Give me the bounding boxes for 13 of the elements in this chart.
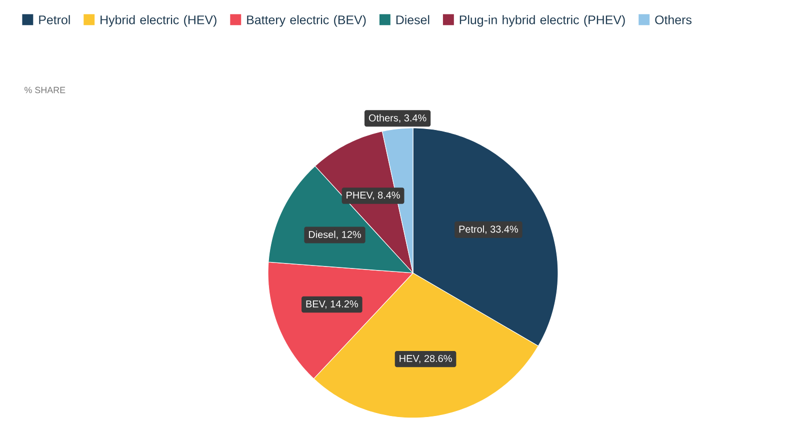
legend-label: Hybrid electric (HEV) <box>100 15 216 27</box>
legend-label: Diesel <box>396 15 430 24</box>
data-label: HEV, 28.6% <box>400 354 452 364</box>
legend-label: Plug-in hybrid electric (PHEV) <box>460 15 625 27</box>
data-label: BEV, 14.2% <box>306 300 358 309</box>
legend-label: Battery electric (BEV) <box>247 15 366 27</box>
data-label: Petrol, 33.4% <box>459 225 518 234</box>
legend-label: Others <box>655 15 692 24</box>
text: % SHARE <box>24 86 66 94</box>
data-label: Diesel, 12% <box>308 230 361 240</box>
legend-label: Petrol <box>39 15 70 24</box>
data-label: Others, 3.4% <box>368 114 426 123</box>
data-label: PHEV, 8.4% <box>346 192 400 200</box>
